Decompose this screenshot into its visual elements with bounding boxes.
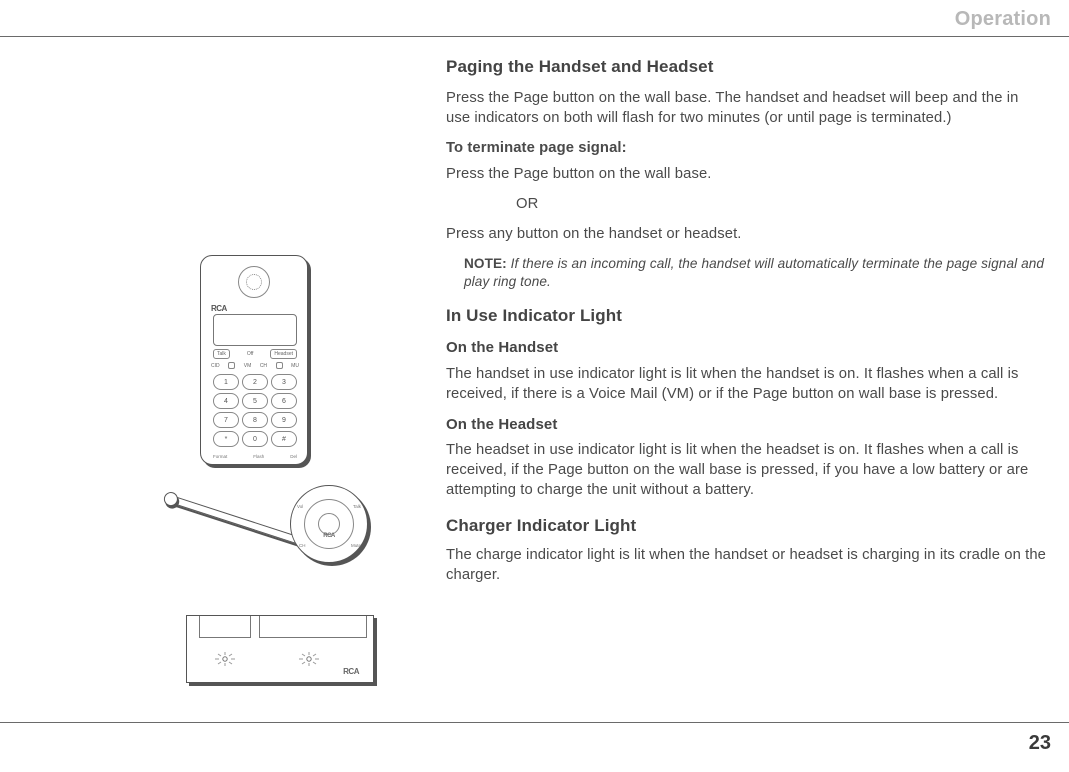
heading-inuse: In Use Indicator Light xyxy=(446,305,1046,328)
handset-screen xyxy=(213,314,297,346)
arrow-right-icon xyxy=(276,362,283,369)
charger-led-left-icon xyxy=(215,652,235,666)
key-0: 0 xyxy=(242,431,268,447)
key-8: 8 xyxy=(242,412,268,428)
headset-brand: RCA xyxy=(323,533,335,539)
headset-label-talk: Talk xyxy=(353,504,361,509)
key-4: 4 xyxy=(213,393,239,409)
handset-brand: RCA xyxy=(211,304,227,313)
para-or: OR xyxy=(516,195,1046,215)
note-label: NOTE: xyxy=(464,256,507,271)
key-hash: # xyxy=(271,431,297,447)
heading-terminate: To terminate page signal: xyxy=(446,139,1046,159)
charger-brand: RCA xyxy=(343,667,359,676)
headset-label-vol: Vol xyxy=(297,504,303,509)
handset-speaker-icon xyxy=(238,266,270,298)
page-header: Operation xyxy=(955,8,1051,31)
top-rule xyxy=(0,36,1069,37)
headset-label-mute: Mute xyxy=(351,543,361,548)
key-3: 3 xyxy=(271,374,297,390)
label-mu: MU xyxy=(291,363,299,369)
para-on-headset: The headset in use indicator light is li… xyxy=(446,441,1046,501)
label-cid: CID xyxy=(211,363,220,369)
key-7: 7 xyxy=(213,412,239,428)
para-terminate-1: Press the Page button on the wall base. xyxy=(446,165,1046,185)
charger-slot-right xyxy=(259,616,367,638)
handset-illustration: RCA Talk Off Headset CID VM CH MU 1 2 3 … xyxy=(200,255,308,465)
charger-slot-left xyxy=(199,616,251,638)
bottom-rule xyxy=(0,722,1069,723)
para-charger: The charge indicator light is lit when t… xyxy=(446,546,1046,586)
illustration-column: RCA Talk Off Headset CID VM CH MU 1 2 3 … xyxy=(180,255,410,695)
key-star: * xyxy=(213,431,239,447)
headset-label-ch: CH xyxy=(299,543,306,548)
note-body: If there is an incoming call, the handse… xyxy=(464,256,1044,289)
handset-mid-row: CID VM CH MU xyxy=(211,362,299,369)
note-block: NOTE: If there is an incoming call, the … xyxy=(464,255,1046,292)
heading-charger: Charger Indicator Light xyxy=(446,515,1046,538)
handset-keypad: 1 2 3 4 5 6 7 8 9 * 0 # xyxy=(213,374,297,447)
fn-format: Format xyxy=(213,454,227,459)
charger-led-right-icon xyxy=(299,652,319,666)
page-number: 23 xyxy=(1029,732,1051,755)
label-vm: VM xyxy=(244,363,252,369)
headset-earcup-inner xyxy=(318,513,340,535)
heading-on-headset: On the Headset xyxy=(446,415,1046,435)
softkey-headset: Headset xyxy=(270,349,297,359)
key-6: 6 xyxy=(271,393,297,409)
fn-flash: Flash xyxy=(253,454,264,459)
charger-illustration: RCA xyxy=(186,615,374,683)
heading-on-handset: On the Handset xyxy=(446,338,1046,358)
heading-paging: Paging the Handset and Headset xyxy=(446,56,1046,79)
para-on-handset: The handset in use indicator light is li… xyxy=(446,365,1046,405)
headset-illustration: RCA Vol Talk CH Mute xyxy=(168,485,368,595)
fn-del: Del xyxy=(290,454,297,459)
key-1: 1 xyxy=(213,374,239,390)
label-ch: CH xyxy=(260,363,267,369)
para-terminate-2: Press any button on the handset or heads… xyxy=(446,225,1046,245)
main-content: Paging the Handset and Headset Press the… xyxy=(446,56,1046,596)
key-2: 2 xyxy=(242,374,268,390)
arrow-left-icon xyxy=(228,362,235,369)
softkey-talk: Talk xyxy=(213,349,230,359)
headset-earcup: RCA Vol Talk CH Mute xyxy=(290,485,368,563)
handset-softkey-row: Talk Off Headset xyxy=(213,349,297,359)
handset-fn-row: Format Flash Del xyxy=(213,454,297,459)
softkey-off: Off xyxy=(247,351,254,357)
key-5: 5 xyxy=(242,393,268,409)
key-9: 9 xyxy=(271,412,297,428)
para-paging-intro: Press the Page button on the wall base. … xyxy=(446,89,1046,129)
